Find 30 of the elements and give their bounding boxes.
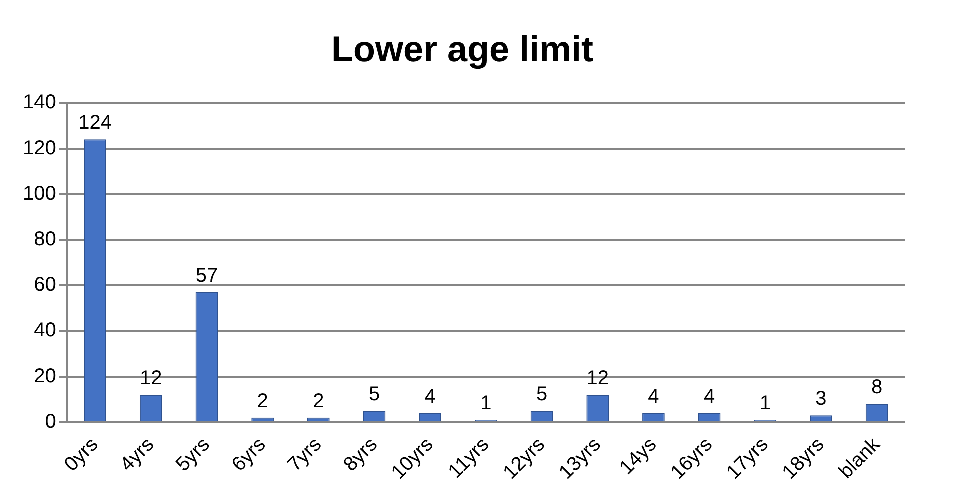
chart-title: Lower age limit: [331, 28, 594, 70]
y-tick-label: 20: [34, 365, 56, 388]
data-label: 5: [368, 384, 380, 406]
x-tick-label: 0yrs: [60, 434, 103, 476]
data-label: 8: [872, 376, 883, 399]
data-label: 2: [313, 390, 324, 412]
y-tick-label: 100: [22, 182, 56, 205]
y-tick-label: 60: [34, 274, 56, 296]
data-label: 5: [536, 384, 548, 406]
y-tick-label: 0: [45, 410, 56, 433]
y-tick-label: 80: [34, 228, 56, 251]
x-tick-label: 6yrs: [228, 434, 270, 476]
x-tick-label: 4yrs: [116, 434, 159, 476]
data-label: 57: [196, 264, 218, 287]
data-label: 4: [424, 386, 436, 408]
y-tick-label: 120: [22, 137, 56, 160]
data-label: 12: [586, 368, 609, 390]
data-label: 3: [816, 388, 827, 410]
data-label: 1: [480, 392, 492, 415]
data-label: 4: [648, 386, 660, 408]
data-label: 4: [704, 386, 716, 408]
data-label: 12: [140, 368, 162, 390]
x-tick-label: 5yrs: [172, 434, 214, 476]
y-tick-label: 140: [22, 92, 56, 114]
data-label: 124: [78, 112, 112, 134]
y-tick-label: 40: [34, 320, 56, 342]
x-tick-label: 7yrs: [284, 434, 326, 476]
x-tick-label: 8yrs: [340, 434, 382, 476]
data-label: 1: [760, 392, 771, 415]
data-label: 2: [257, 390, 268, 412]
